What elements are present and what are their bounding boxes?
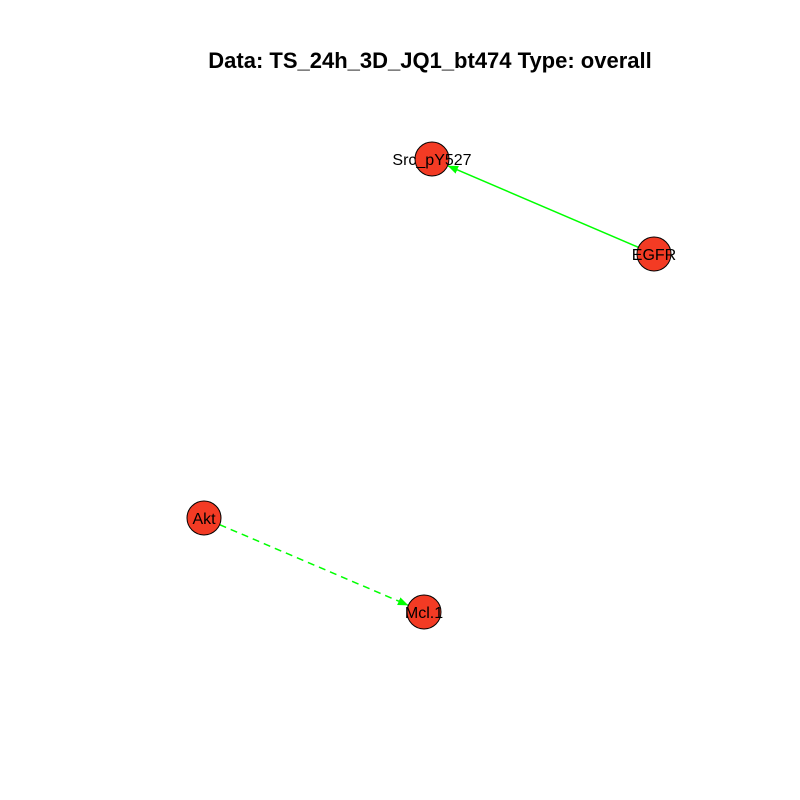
node-label: Akt — [192, 511, 216, 528]
node-label: Mcl.1 — [405, 605, 443, 622]
page-title: Data: TS_24h_3D_JQ1_bt474 Type: overall — [208, 48, 652, 73]
edge-akt-to-mcl-1 — [219, 523, 409, 607]
node-label: Src_pY527 — [392, 152, 471, 169]
node-mcl-1[interactable]: Mcl.1 — [405, 594, 443, 630]
node-circle — [414, 141, 450, 177]
node-akt[interactable]: Akt — [186, 500, 222, 536]
node-egfr[interactable]: EGFR — [632, 236, 676, 272]
node-label: EGFR — [632, 247, 676, 264]
node-circle — [636, 236, 672, 272]
node-circle — [186, 500, 222, 536]
node-circle — [406, 594, 442, 630]
edge-egfr-to-src-py527 — [447, 164, 639, 249]
node-src-py527[interactable]: Src_pY527 — [392, 141, 472, 177]
